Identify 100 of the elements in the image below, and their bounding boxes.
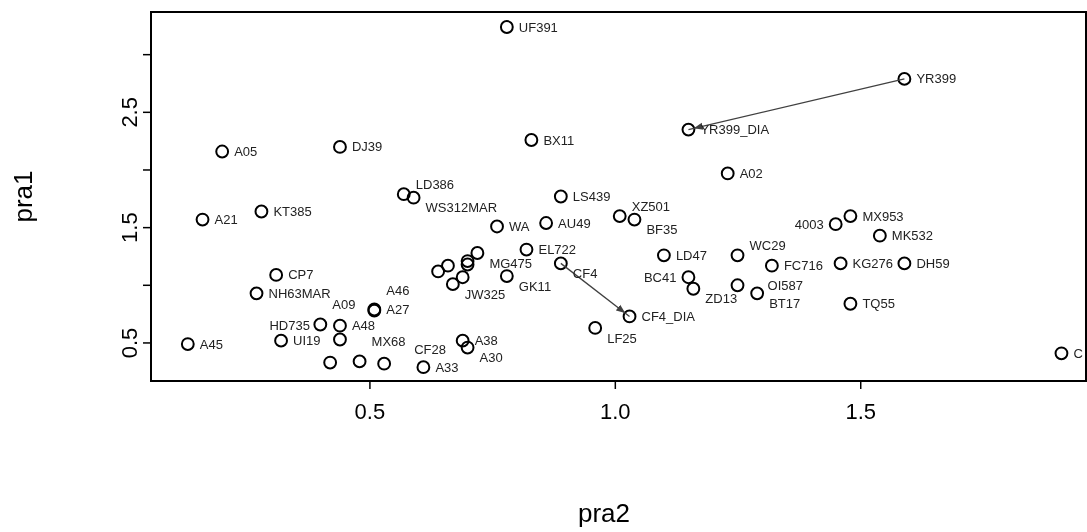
- point: [274, 333, 288, 348]
- annotation: ZD13: [705, 291, 738, 307]
- annotation: NH63MAR: [268, 285, 331, 301]
- x-tick-label: 1.5: [845, 398, 877, 424]
- annotation: JW325: [464, 286, 506, 302]
- annotation: TQ55: [862, 296, 895, 312]
- annotation: HD735: [269, 318, 310, 334]
- annotation: BX11: [543, 132, 575, 148]
- point: [455, 333, 470, 348]
- annotation: A02: [739, 165, 763, 181]
- annotation: YR399: [916, 71, 957, 87]
- y-axis-title: pra1: [8, 170, 38, 223]
- point: [681, 122, 696, 137]
- annotation: XZ501: [631, 198, 671, 214]
- annotation: A21: [214, 212, 238, 228]
- point: [416, 360, 431, 375]
- annotation: FC716: [783, 258, 823, 274]
- annotation: LD47: [675, 247, 707, 263]
- point: [254, 204, 269, 219]
- annotation: KT385: [273, 204, 312, 220]
- annotation: A46: [386, 283, 410, 299]
- point: [215, 144, 230, 159]
- point: [828, 217, 843, 232]
- annotation: MX68: [371, 333, 406, 349]
- point: [843, 296, 858, 311]
- point: [656, 248, 671, 263]
- annotation: MG475: [489, 255, 533, 271]
- point: [519, 242, 534, 257]
- y-tick-label: 2.5: [116, 97, 142, 128]
- point: [553, 256, 568, 271]
- annotation: EL722: [538, 242, 577, 258]
- x-tick-label: 1.0: [600, 398, 631, 424]
- point: [539, 216, 554, 230]
- annotation: WC29: [749, 237, 786, 253]
- annotation: A27: [386, 302, 410, 318]
- point: [180, 337, 195, 352]
- annotation: LS439: [572, 189, 611, 205]
- point: [897, 71, 912, 86]
- point: [460, 257, 475, 272]
- annotation: KG276: [852, 255, 894, 271]
- y-tick-label: 1.5: [116, 212, 142, 243]
- point: [455, 270, 470, 285]
- point: [406, 190, 421, 205]
- point: [333, 140, 347, 154]
- point: [764, 258, 779, 273]
- point: [627, 212, 642, 227]
- point: [441, 258, 455, 273]
- point: [499, 20, 514, 34]
- annotation: DJ39: [351, 139, 383, 155]
- point: [612, 209, 627, 224]
- annotation: GK11: [518, 278, 552, 294]
- point: [460, 340, 475, 355]
- annotation: CF28: [414, 342, 446, 358]
- point: [750, 286, 765, 301]
- point: [377, 356, 392, 371]
- x-axis-title: pra2: [577, 498, 631, 528]
- annotation: AU49: [558, 215, 591, 231]
- annotation: YR399_DIA: [700, 122, 770, 138]
- point: [431, 264, 446, 279]
- annotation: A33: [435, 359, 459, 375]
- point: [352, 354, 367, 369]
- annotation: A45: [199, 336, 223, 352]
- point: [622, 309, 637, 324]
- point: [833, 256, 848, 271]
- annotation: WS312MAR: [425, 200, 498, 216]
- annotation: A30: [479, 350, 503, 366]
- point: [195, 212, 210, 227]
- annotation: BC41: [643, 269, 677, 285]
- point: [249, 286, 264, 301]
- annotation: MK532: [891, 228, 934, 244]
- point: [553, 189, 568, 204]
- annotation: A09: [332, 297, 356, 313]
- annotation: BF35: [646, 222, 678, 238]
- annotation: CF4_DIA: [641, 308, 696, 324]
- point: [333, 332, 347, 347]
- point: [269, 268, 284, 282]
- annotation: CP7: [288, 267, 314, 283]
- annotation: CF4: [572, 265, 598, 281]
- point: [313, 317, 328, 332]
- annotation: WA: [509, 219, 530, 235]
- annotation: BT17: [769, 295, 801, 311]
- point: [686, 281, 701, 296]
- point: [333, 318, 347, 333]
- point: [323, 355, 338, 370]
- annotation: DH59: [916, 255, 950, 271]
- annotation: A48: [351, 318, 376, 334]
- point: [396, 187, 411, 202]
- point: [524, 133, 539, 147]
- point: [843, 209, 858, 224]
- y-tick-label: 0.5: [116, 327, 142, 359]
- annotation: A05: [234, 144, 258, 160]
- annotation: LD386: [415, 176, 455, 192]
- point: [445, 277, 460, 292]
- annotation: UF391: [518, 19, 558, 35]
- point: [897, 256, 912, 271]
- point: [730, 278, 745, 293]
- point: [720, 166, 735, 181]
- annotation: UI19: [293, 333, 321, 349]
- point: [1054, 346, 1069, 361]
- point: [730, 248, 745, 263]
